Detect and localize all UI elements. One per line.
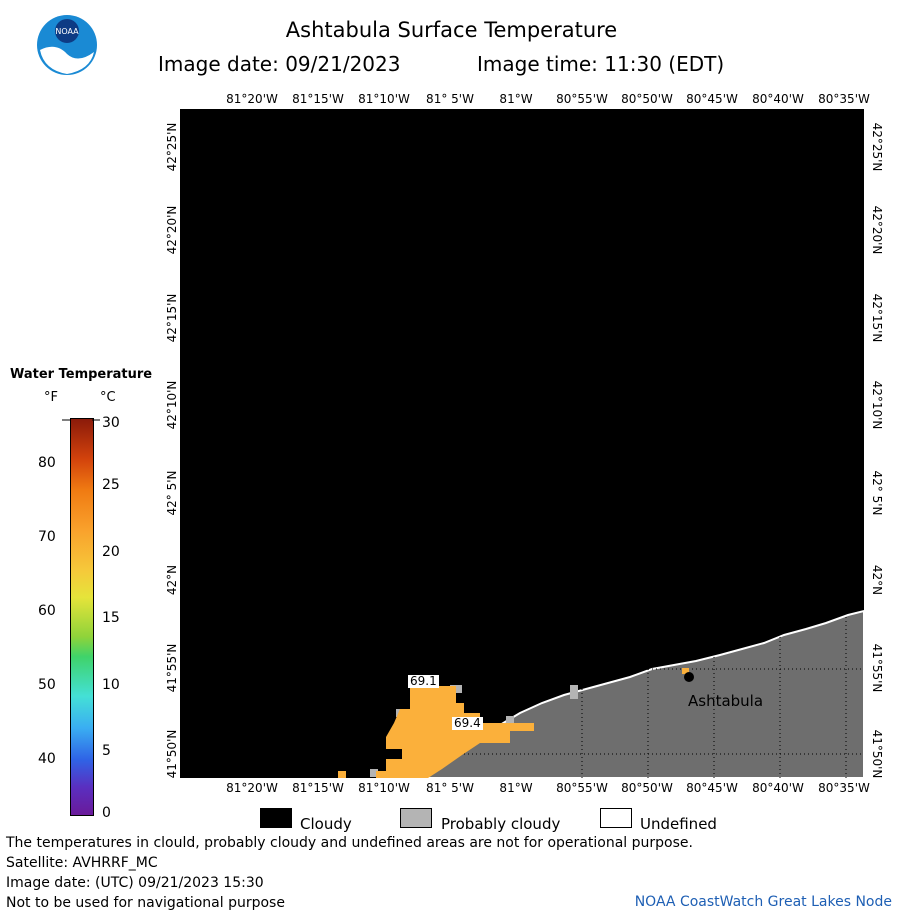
lon-label: 80°40'W [752, 781, 804, 795]
lon-label: 81° 5'W [426, 92, 474, 106]
map-svg [180, 109, 865, 779]
lon-label: 80°55'W [556, 781, 608, 795]
f-tick: 60 [38, 603, 56, 619]
lat-label: 42°10'N [165, 380, 179, 430]
unit-fahrenheit: °F [44, 390, 58, 405]
c-tick: 15 [102, 610, 120, 626]
lon-label: 80°45'W [686, 92, 738, 106]
lon-label: 81°W [499, 92, 533, 106]
footer-satellite: Satellite: AVHRRF_MC [6, 855, 158, 871]
lon-label: 80°50'W [621, 781, 673, 795]
c-tick: 5 [102, 743, 111, 759]
footer-navigation-warning: Not to be used for navigational purpose [6, 895, 285, 911]
warm-water-pixels [338, 668, 689, 778]
undefined-swatch [600, 808, 632, 828]
c-tick: 20 [102, 544, 120, 560]
lat-label: 42°N [870, 564, 884, 596]
city-label: Ashtabula [688, 692, 764, 710]
lon-label: 80°50'W [621, 92, 673, 106]
footer-disclaimer: The temperatures in clould, probably clo… [6, 835, 693, 851]
city-marker [684, 672, 694, 682]
noaa-logo-text: NOAA [55, 27, 79, 36]
lat-label: 41°55'N [165, 643, 179, 693]
f-tick: 50 [38, 677, 56, 693]
f-tick: 40 [38, 751, 56, 767]
temp-label-2: 69.4 [452, 716, 483, 730]
unit-celsius: °C [100, 390, 116, 405]
lon-label: 81°15'W [292, 92, 344, 106]
lat-label: 41°50'N [165, 729, 179, 779]
lon-label: 81°20'W [226, 781, 278, 795]
c-tick: 25 [102, 477, 120, 493]
c-tick: 30 [102, 415, 120, 431]
cloudy-swatch [260, 808, 292, 828]
lon-label: 81°15'W [292, 781, 344, 795]
image-time: Image time: 11:30 (EDT) [477, 52, 725, 76]
noaa-logo: NOAA [36, 14, 98, 76]
lat-label: 42°20'N [870, 205, 884, 255]
cloudy-label: Cloudy [300, 815, 352, 833]
map-panel: 69.1 69.4 Ashtabula [180, 109, 865, 779]
lat-label: 42°N [165, 564, 179, 596]
probably-cloudy-label: Probably cloudy [441, 815, 561, 833]
color-bar-ticks [62, 419, 100, 421]
lat-label: 42°25'N [870, 122, 884, 172]
lon-label: 80°35'W [818, 781, 870, 795]
lat-label: 42° 5'N [165, 470, 179, 516]
image-date: Image date: 09/21/2023 [158, 52, 401, 76]
probably-cloudy-swatch [400, 808, 432, 828]
legend-title: Water Temperature [10, 367, 153, 382]
lon-label: 81°10'W [358, 781, 410, 795]
lat-label: 42°15'N [870, 293, 884, 343]
lon-label: 81° 5'W [426, 781, 474, 795]
lat-label: 42°10'N [870, 380, 884, 430]
lon-label: 81°10'W [358, 92, 410, 106]
lon-label: 80°45'W [686, 781, 738, 795]
credit-link[interactable]: NOAA CoastWatch Great Lakes Node [634, 894, 892, 910]
c-tick: 10 [102, 677, 120, 693]
lat-label: 42°15'N [165, 293, 179, 343]
lat-label: 41°55'N [870, 643, 884, 693]
f-tick: 70 [38, 529, 56, 545]
lon-label: 81°W [499, 781, 533, 795]
lat-label: 41°50'N [870, 729, 884, 779]
lon-label: 81°20'W [226, 92, 278, 106]
lat-label: 42° 5'N [870, 470, 884, 516]
lat-label: 42°25'N [165, 122, 179, 172]
lat-label: 42°20'N [165, 205, 179, 255]
f-tick: 80 [38, 455, 56, 471]
page-title: Ashtabula Surface Temperature [285, 18, 618, 42]
c-tick: 0 [102, 805, 111, 821]
color-bar [70, 418, 94, 816]
lon-label: 80°55'W [556, 92, 608, 106]
lon-label: 80°40'W [752, 92, 804, 106]
undefined-label: Undefined [640, 815, 717, 833]
temp-label-1: 69.1 [408, 674, 439, 688]
lon-label: 80°35'W [818, 92, 870, 106]
footer-utc-date: Image date: (UTC) 09/21/2023 15:30 [6, 875, 264, 891]
